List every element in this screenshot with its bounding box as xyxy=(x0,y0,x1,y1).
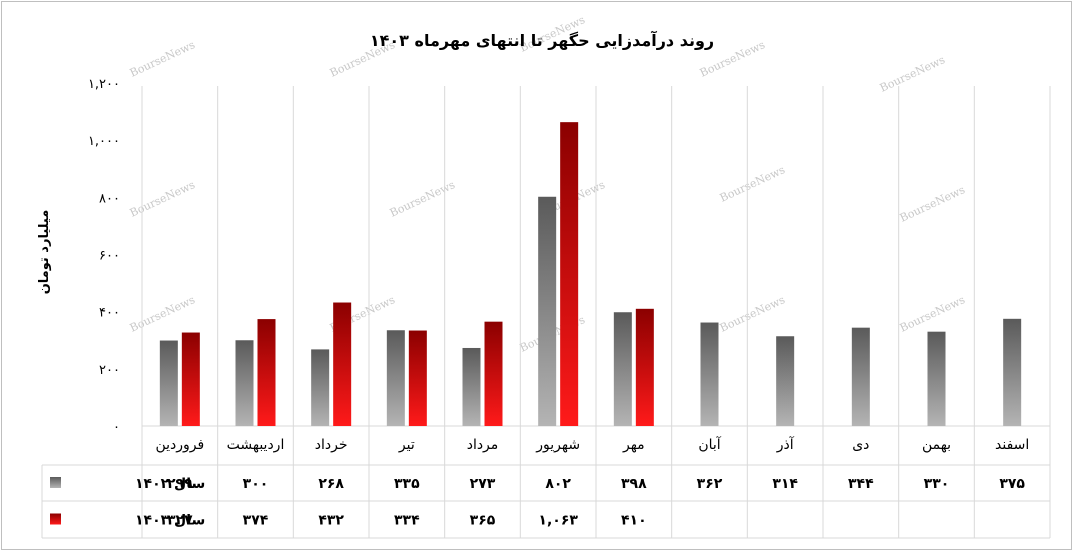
x-tick-label: مرداد xyxy=(467,437,499,453)
table-cell-value: ۲۹۹ xyxy=(167,476,193,492)
bar-1402 xyxy=(311,349,330,426)
table-cell-value: ۲۶۸ xyxy=(318,476,344,492)
bar-1402 xyxy=(538,196,557,426)
bar-1403 xyxy=(560,122,579,426)
bar-1402 xyxy=(927,331,946,426)
table-cell-value: ۳۱۴ xyxy=(772,476,798,492)
table-cell-value: ۳۳۵ xyxy=(394,476,420,492)
table-cell-value: ۳۶۲ xyxy=(697,476,723,492)
x-tick-label: آبان xyxy=(698,436,721,453)
x-tick-label: دی xyxy=(852,437,869,453)
chart-title: روند درآمدزایی حگهر تا انتهای مهرماه ۱۴۰… xyxy=(370,30,714,50)
bar-1403 xyxy=(484,321,503,426)
table-cell-value: ۳۶۵ xyxy=(470,513,496,529)
table-cell-value: ۳۰۰ xyxy=(243,476,269,492)
watermark-text: BourseNews xyxy=(388,178,458,220)
legend-label: سال ۱۴۰۲ xyxy=(135,476,205,492)
table-cell-value: ۳۷۵ xyxy=(999,476,1025,492)
x-tick-label: اردیبهشت xyxy=(227,437,285,453)
bar-1403 xyxy=(408,330,427,426)
x-tick-label: بهمن xyxy=(922,437,951,453)
y-tick-label: ۲۰۰ xyxy=(99,363,120,378)
watermark-text: BourseNews xyxy=(718,163,788,205)
y-tick-label: ۱,۲۰۰ xyxy=(88,77,120,92)
table-cell-value: ۳۳۰ xyxy=(924,476,950,492)
bar-1402 xyxy=(700,322,719,426)
table-cell-value: ۳۹۸ xyxy=(621,476,647,492)
bar-1402 xyxy=(235,340,254,426)
bar-1402 xyxy=(462,347,481,426)
bar-1402 xyxy=(776,336,795,426)
table-cell-value: ۳۷۴ xyxy=(243,513,269,529)
watermark-text: BourseNews xyxy=(128,178,198,220)
watermark-text: BourseNews xyxy=(878,53,948,95)
table-cell-value: ۳۴۴ xyxy=(848,476,874,492)
table-cell-value: ۸۰۲ xyxy=(545,476,571,492)
bar-1402 xyxy=(851,327,870,426)
bar-1403 xyxy=(257,319,276,426)
bar-1403 xyxy=(333,302,352,426)
legend-label: سال ۱۴۰۳ xyxy=(135,513,205,529)
x-tick-label: خرداد xyxy=(315,437,348,453)
x-tick-label: فروردین xyxy=(155,437,204,453)
bar-1402 xyxy=(386,330,405,426)
bar-1403 xyxy=(635,308,654,426)
table-cell-value: ۱,۰۶۳ xyxy=(538,513,578,529)
bar-1402 xyxy=(159,340,178,426)
watermark-text: BourseNews xyxy=(898,183,968,225)
x-tick-label: مهر xyxy=(622,437,645,453)
x-tick-label: اسفند xyxy=(995,437,1029,453)
x-tick-label: شهریور xyxy=(535,437,580,453)
watermark-text: BourseNews xyxy=(898,293,968,335)
y-tick-label: ۴۰۰ xyxy=(99,306,120,321)
y-tick-label: ۰ xyxy=(113,420,120,435)
bar-1402 xyxy=(1003,318,1022,426)
watermark-text: BourseNews xyxy=(718,293,788,335)
watermark-text: BourseNews xyxy=(128,38,198,80)
legend-key-1402 xyxy=(50,477,61,488)
bar-1402 xyxy=(613,312,632,426)
table-cell-value: ۴۳۲ xyxy=(318,513,344,529)
table-cell-value: ۴۱۰ xyxy=(621,513,647,529)
table-cell-value: ۳۲۷ xyxy=(167,513,193,529)
y-tick-label: ۱,۰۰۰ xyxy=(88,134,120,149)
table-cell-value: ۲۷۳ xyxy=(470,476,496,492)
bar-1403 xyxy=(181,332,200,426)
watermark-text: BourseNews xyxy=(128,293,198,335)
table-cell-value: ۳۳۴ xyxy=(394,513,420,529)
y-axis-label: میلیارد تومان xyxy=(37,210,52,295)
y-tick-label: ۸۰۰ xyxy=(99,191,120,206)
y-tick-label: ۶۰۰ xyxy=(99,249,120,264)
legend-key-1403 xyxy=(50,513,61,525)
x-tick-label: آذر xyxy=(776,436,795,453)
x-tick-label: تیر xyxy=(398,437,415,453)
